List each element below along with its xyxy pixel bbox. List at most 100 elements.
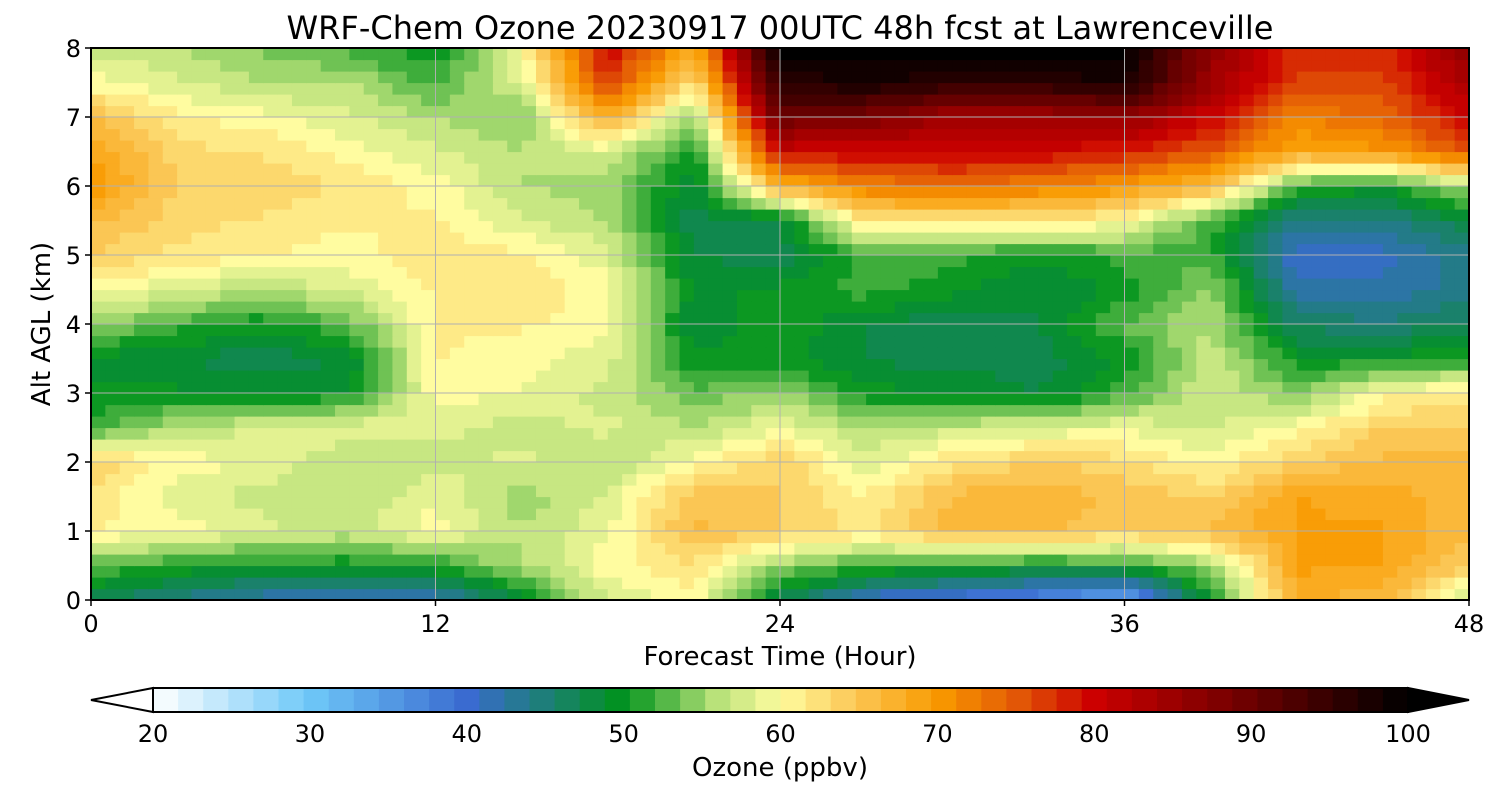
heatmap-cell	[1067, 427, 1083, 440]
heatmap-cell	[1354, 289, 1370, 302]
heatmap-cell	[866, 554, 882, 567]
heatmap-cell	[277, 48, 293, 61]
heatmap-cell	[851, 565, 867, 578]
heatmap-cell	[995, 416, 1011, 429]
heatmap-cell	[320, 71, 336, 84]
heatmap-cell	[1325, 485, 1341, 498]
heatmap-cell	[1239, 209, 1255, 222]
heatmap-cell	[105, 71, 121, 84]
heatmap-cell	[335, 163, 350, 176]
heatmap-cell	[880, 186, 896, 199]
heatmap-cell	[492, 278, 508, 291]
heatmap-cell	[119, 381, 135, 394]
heatmap-cell	[435, 140, 451, 153]
x-tick-label: 12	[420, 610, 451, 638]
heatmap-cell	[1368, 151, 1384, 164]
heatmap-cell	[91, 473, 106, 486]
heatmap-cell	[880, 243, 896, 256]
heatmap-cell	[1268, 531, 1283, 544]
heatmap-cell	[335, 565, 350, 578]
heatmap-cell	[1253, 370, 1269, 383]
heatmap-cell	[378, 278, 394, 291]
heatmap-cell	[1124, 588, 1140, 601]
heatmap-cell	[119, 82, 135, 95]
heatmap-cell	[1425, 324, 1441, 337]
heatmap-cell	[665, 197, 681, 210]
heatmap-cell	[535, 71, 551, 84]
heatmap-cell	[1296, 324, 1312, 337]
heatmap-cell	[191, 151, 207, 164]
heatmap-cell	[736, 197, 752, 210]
heatmap-cell	[665, 358, 681, 371]
heatmap-cell	[521, 542, 537, 555]
heatmap-cell	[1167, 278, 1183, 291]
heatmap-cell	[306, 278, 322, 291]
heatmap-cell	[1052, 531, 1068, 544]
heatmap-cell	[1110, 508, 1126, 521]
heatmap-cell	[909, 439, 925, 452]
heatmap-cell	[205, 542, 221, 555]
heatmap-cell	[306, 266, 322, 279]
heatmap-cell	[1095, 59, 1111, 72]
heatmap-cell	[535, 462, 551, 475]
heatmap-cell	[851, 347, 867, 360]
heatmap-cell	[421, 381, 437, 394]
heatmap-cell	[823, 174, 839, 187]
heatmap-cell	[1339, 301, 1355, 314]
heatmap-cell	[220, 416, 236, 429]
heatmap-cell	[851, 312, 867, 325]
heatmap-cell	[1009, 71, 1025, 84]
heatmap-cell	[291, 542, 307, 555]
heatmap-cell	[1009, 508, 1025, 521]
heatmap-cell	[1454, 554, 1470, 567]
heatmap-cell	[1411, 393, 1427, 406]
heatmap-cell	[1095, 381, 1111, 394]
heatmap-cell	[980, 508, 996, 521]
heatmap-cell	[1268, 324, 1283, 337]
heatmap-cell	[1440, 94, 1456, 107]
heatmap-cell	[220, 404, 236, 417]
heatmap-cell	[593, 381, 609, 394]
heatmap-cell	[909, 462, 925, 475]
heatmap-cell	[535, 450, 551, 463]
heatmap-cell	[1339, 220, 1355, 233]
heatmap-cell	[119, 588, 135, 601]
heatmap-cell	[435, 312, 451, 325]
heatmap-cell	[248, 266, 264, 279]
heatmap-cell	[134, 232, 150, 245]
heatmap-cell	[1339, 381, 1355, 394]
heatmap-cell	[780, 312, 795, 325]
heatmap-cell	[780, 416, 795, 429]
heatmap-cell	[550, 427, 566, 440]
heatmap-cell	[823, 565, 839, 578]
y-tick-label: 4	[66, 311, 81, 339]
heatmap-cell	[1124, 255, 1140, 268]
heatmap-cell	[1181, 565, 1197, 578]
heatmap-cell	[679, 554, 695, 567]
heatmap-cell	[579, 186, 594, 199]
heatmap-cell	[478, 473, 494, 486]
heatmap-cell	[1124, 128, 1140, 141]
heatmap-cell	[1138, 59, 1154, 72]
heatmap-cell	[464, 450, 480, 463]
heatmap-cell	[320, 370, 336, 383]
heatmap-cell	[119, 312, 135, 325]
heatmap-cell	[722, 71, 738, 84]
heatmap-cell	[794, 335, 810, 348]
heatmap-cell	[1339, 105, 1355, 118]
heatmap-cell	[851, 496, 867, 509]
heatmap-cell	[880, 508, 896, 521]
heatmap-cell	[406, 105, 422, 118]
heatmap-cell	[1239, 450, 1255, 463]
heatmap-cell	[751, 255, 767, 268]
heatmap-cell	[851, 151, 867, 164]
heatmap-cell	[679, 82, 695, 95]
heatmap-cell	[191, 588, 207, 601]
heatmap-cell	[579, 335, 594, 348]
heatmap-cell	[335, 416, 350, 429]
heatmap-cell	[937, 128, 953, 141]
heatmap-cell	[435, 186, 451, 199]
heatmap-cell	[148, 531, 164, 544]
heatmap-cell	[1325, 255, 1341, 268]
heatmap-cell	[593, 48, 609, 61]
